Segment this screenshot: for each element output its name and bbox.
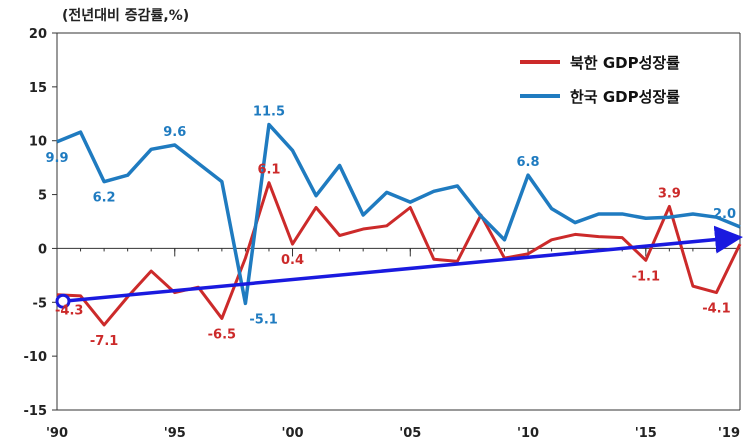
- trend-arrow-start-marker: [55, 293, 71, 309]
- x-tick-label: '19: [718, 426, 740, 441]
- data-label: 6.2: [93, 191, 116, 206]
- data-label: -7.1: [90, 334, 118, 349]
- legend-swatch-north-korea: [520, 60, 560, 64]
- x-tick-label: '00: [281, 426, 303, 441]
- data-label: -6.5: [208, 327, 236, 342]
- y-tick-label: 15: [29, 81, 47, 96]
- chart-unit-label: (전년대비 증감률,%): [62, 8, 190, 24]
- data-label: 9.9: [45, 151, 68, 166]
- x-tick-label: '15: [635, 426, 657, 441]
- legend-label-north-korea: 북한 GDP성장률: [570, 53, 680, 72]
- data-label: 6.8: [517, 155, 540, 170]
- data-label: 9.6: [163, 125, 186, 140]
- data-label: -5.1: [249, 312, 277, 327]
- data-label: -4.1: [702, 302, 730, 317]
- x-tick-label: '95: [164, 426, 186, 441]
- series-line-south-korea: [56, 122, 741, 306]
- legend-label-south-korea: 한국 GDP성장률: [570, 87, 680, 106]
- data-label: -4.3: [55, 304, 83, 319]
- data-label: 6.1: [257, 163, 280, 178]
- y-tick-label: 5: [38, 189, 47, 204]
- y-tick-label: -15: [24, 404, 48, 419]
- x-tick-label: '90: [46, 426, 68, 441]
- trend-arrow: [62, 225, 743, 303]
- x-tick-label: '05: [399, 426, 421, 441]
- data-label: -1.1: [632, 269, 660, 284]
- x-tick-label: '10: [517, 426, 539, 441]
- y-tick-label: 20: [29, 27, 47, 42]
- legend-item-north-korea: 북한 GDP성장률: [520, 45, 680, 79]
- data-label: 0.4: [281, 253, 304, 268]
- y-tick-label: -10: [24, 350, 48, 365]
- chart-legend: 북한 GDP성장률 한국 GDP성장률: [520, 45, 680, 113]
- legend-item-south-korea: 한국 GDP성장률: [520, 79, 680, 113]
- data-label: 11.5: [253, 105, 285, 120]
- y-tick-label: 0: [38, 242, 47, 257]
- data-label: 2.0: [713, 207, 736, 222]
- series-line-north-korea: [56, 181, 742, 327]
- y-tick-label: -5: [33, 296, 47, 311]
- data-label: 3.9: [658, 186, 681, 201]
- legend-swatch-south-korea: [520, 94, 560, 98]
- y-tick-label: 10: [29, 135, 47, 150]
